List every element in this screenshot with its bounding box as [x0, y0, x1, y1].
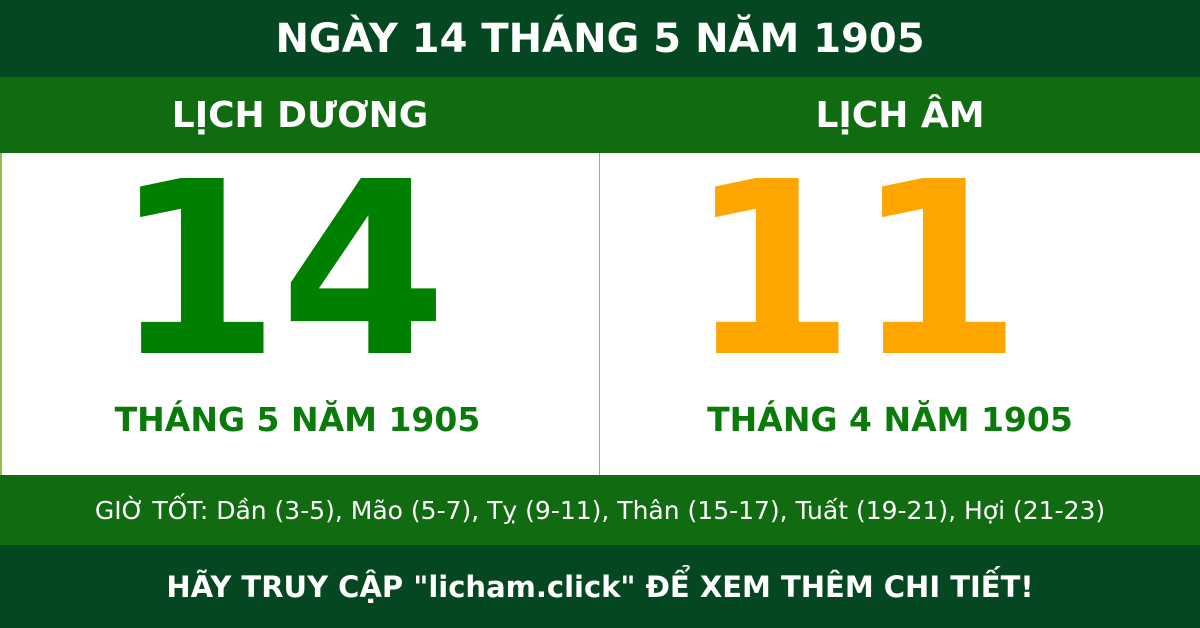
footer-cta: HÃY TRUY CẬP "licham.click" ĐỂ XEM THÊM … [0, 545, 1200, 628]
solar-day: 14 [113, 130, 447, 410]
solar-label: LỊCH DƯƠNG [0, 77, 600, 153]
good-hours: GIỜ TỐT: Dần (3-5), Mão (5-7), Tỵ (9-11)… [0, 475, 1200, 545]
lunar-label: LỊCH ÂM [600, 77, 1200, 153]
lunar-day: 11 [688, 130, 1022, 410]
solar-panel [0, 153, 600, 475]
solar-month-year: THÁNG 5 NĂM 1905 [114, 400, 481, 439]
lunar-month-year: THÁNG 4 NĂM 1905 [707, 400, 1073, 439]
lunar-panel [600, 153, 1200, 475]
page-title: NGÀY 14 THÁNG 5 NĂM 1905 [0, 0, 1200, 77]
